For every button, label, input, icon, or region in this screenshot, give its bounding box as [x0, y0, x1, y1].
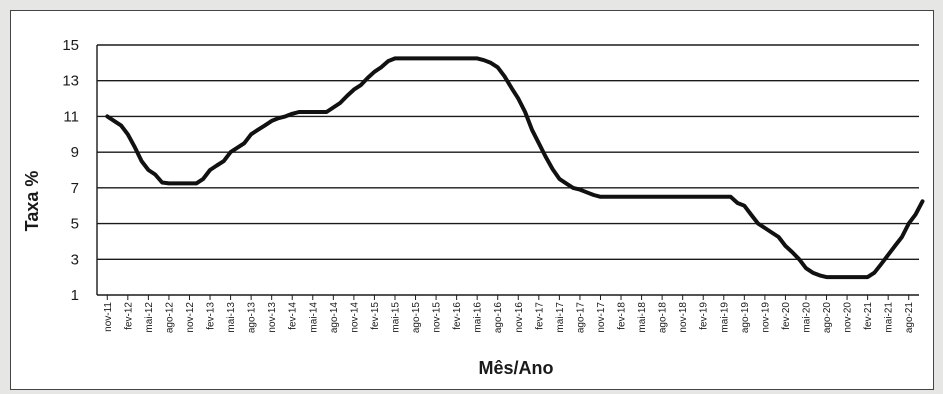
x-tick-label: nov-17 [596, 302, 607, 333]
x-tick-label: fev-14 [288, 302, 299, 330]
x-tick-label: nov-14 [349, 302, 360, 333]
x-tick-label: ago-17 [575, 302, 586, 334]
x-tick-label: fev-21 [863, 302, 874, 330]
x-tick-label: mai-20 [801, 302, 812, 333]
series-line-0 [105, 56, 925, 280]
x-tick-label: mai-14 [308, 302, 319, 333]
x-tick-label: nov-20 [843, 302, 854, 333]
x-tick-label: ago-16 [493, 302, 504, 334]
x-axis-ticks: nov-11 fev-12 mai-12 ago-12 nov-12 fev-13 mai-… [103, 302, 915, 334]
x-tick-label: nov-19 [760, 302, 771, 333]
y-tick-label: 1 [71, 287, 79, 304]
x-tick-label: ago-12 [164, 302, 175, 334]
x-tick-label: fev-18 [617, 302, 628, 330]
x-tick-label: nov-13 [267, 302, 278, 333]
x-tick-label: ago-18 [658, 302, 669, 334]
x-tick-label: mai-19 [719, 302, 730, 333]
x-tick-label: fev-12 [123, 302, 134, 330]
x-tick-label: mai-17 [555, 302, 566, 333]
x-tick-label: fev-16 [452, 302, 463, 330]
x-tick-label: mai-21 [884, 302, 895, 333]
x-axis-title: Mês/Ano [478, 358, 553, 378]
x-tick-label: ago-21 [904, 302, 915, 334]
x-tick-label: fev-17 [534, 302, 545, 330]
y-tick-label: 9 [71, 144, 79, 161]
x-tick-label: ago-19 [740, 302, 751, 334]
x-tick-label: nov-11 [103, 302, 114, 332]
x-tick-label: mai-12 [144, 302, 155, 333]
y-tick-label: 5 [71, 216, 79, 233]
x-tick-label: nov-16 [514, 302, 525, 333]
x-tick-label: mai-16 [473, 302, 484, 333]
x-tick-label: ago-13 [247, 302, 258, 334]
x-tick-label: ago-15 [411, 302, 422, 334]
x-tick-label: nov-15 [432, 302, 443, 333]
y-axis-title: Taxa % [22, 171, 42, 232]
x-tick-label: fev-15 [370, 302, 381, 330]
x-tick-label: mai-15 [390, 302, 401, 333]
y-tick-label: 7 [71, 180, 79, 197]
y-tick-label: 3 [71, 251, 79, 268]
series-layer [105, 56, 925, 280]
x-tick-label: nov-12 [185, 302, 196, 333]
chart-frame: 1 3 5 7 9 11 13 15 nov-11 fev-12 mai-12 ago-12 nov-… [10, 10, 934, 390]
y-tick-label: 15 [62, 37, 79, 54]
x-tick-label: fev-19 [699, 302, 710, 330]
x-tick-label: mai-18 [637, 302, 648, 333]
x-tick-label: fev-13 [206, 302, 217, 330]
y-tick-label: 11 [63, 108, 79, 125]
x-tick-label: fev-20 [781, 302, 792, 330]
x-tick-label: nov-18 [678, 302, 689, 333]
x-tick-label: ago-14 [329, 302, 340, 334]
x-tick-label: ago-20 [822, 302, 833, 334]
x-tick-label: mai-13 [226, 302, 237, 333]
y-tick-label: 13 [62, 73, 79, 90]
